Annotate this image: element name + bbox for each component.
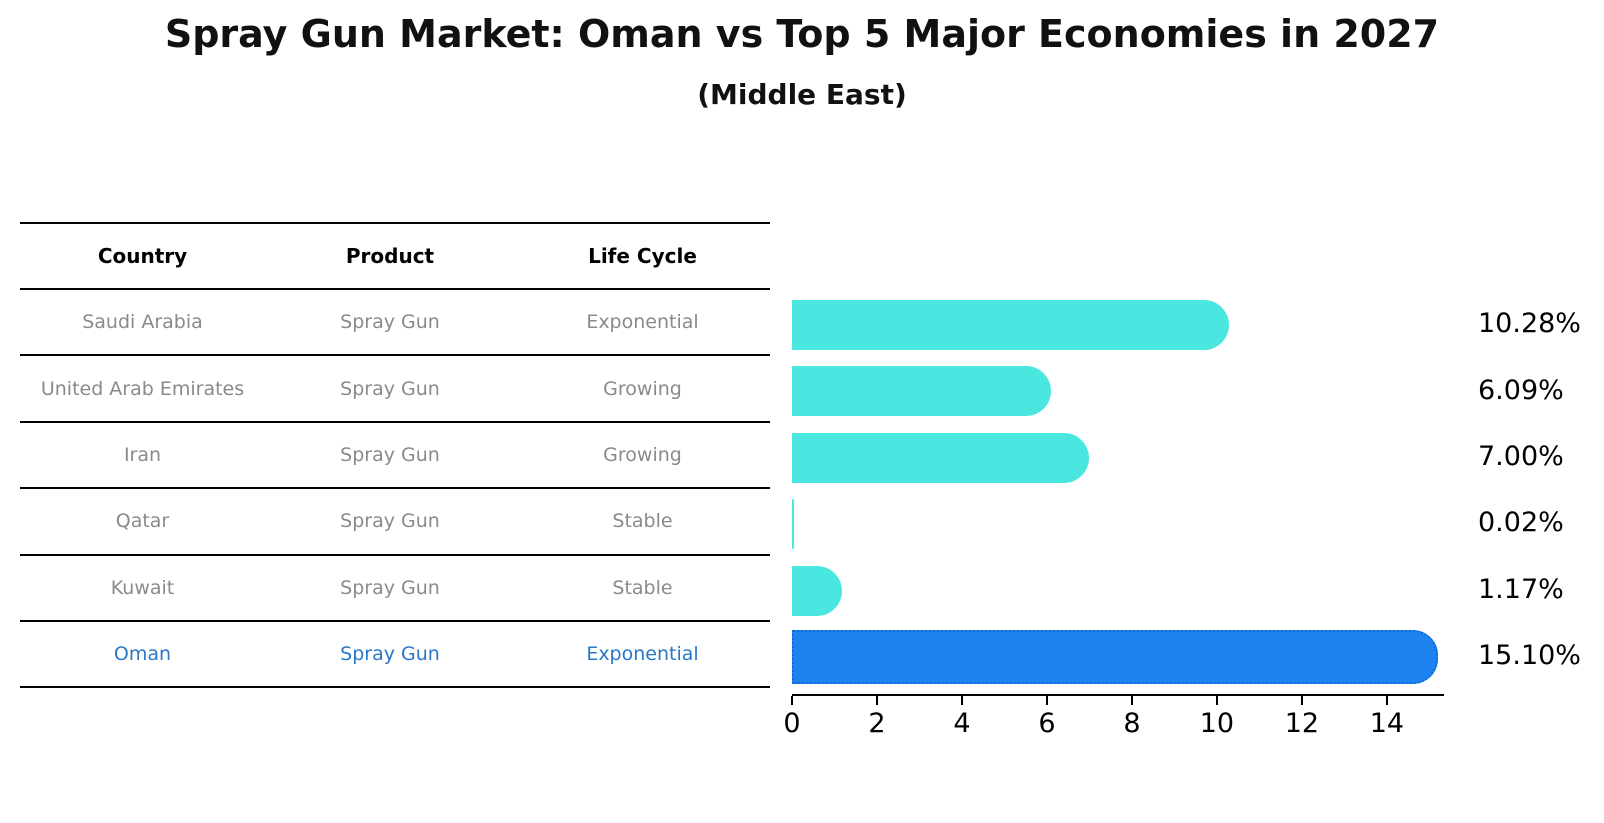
x-tick-mark [875, 696, 878, 705]
bar-row [792, 292, 1440, 358]
table-cell-life-cycle: Exponential [586, 311, 699, 334]
x-tick-mark [791, 696, 793, 705]
x-tick-label: 0 [783, 708, 801, 739]
chart-subtitle: (Middle East) [697, 78, 907, 111]
table-header-life-cycle: Life Cycle [588, 244, 697, 268]
bar-row [792, 425, 1440, 491]
table-header-country: Country [97, 244, 188, 268]
x-tick-mark [1215, 696, 1218, 705]
table-body: Saudi Arabia Spray Gun Exponential United A… [20, 290, 770, 689]
bar-value-label: 15.10% [1478, 640, 1581, 672]
bar-row [792, 358, 1440, 424]
x-tick-mark [1385, 696, 1388, 705]
bar-value-label: 0.02% [1478, 507, 1564, 539]
table-cell-country: Kuwait [110, 576, 175, 599]
chart-title: Spray Gun Market: Oman vs Top 5 Major Ec… [164, 12, 1440, 56]
x-tick-label: 4 [953, 708, 971, 739]
table-row: Kuwait Spray Gun Stable [20, 556, 770, 622]
bar-kuwait [792, 565, 842, 616]
table-row: Oman Spray Gun Exponential [20, 622, 770, 689]
table-cell-life-cycle: Growing [603, 443, 682, 466]
x-tick-label: 6 [1038, 708, 1056, 739]
x-tick-mark [960, 696, 963, 705]
bar-value-label: 1.17% [1478, 573, 1564, 605]
x-tick-mark [1300, 696, 1303, 705]
bar-row [792, 558, 1440, 624]
x-tick-label: 12 [1284, 708, 1320, 739]
table-row: Qatar Spray Gun Stable [20, 489, 770, 556]
x-tick-mark [1045, 696, 1048, 705]
table-cell-country: Saudi Arabia [82, 311, 203, 334]
x-tick-label: 8 [1123, 708, 1141, 739]
table-cell-product: Spray Gun [340, 643, 440, 666]
table-cell-product: Spray Gun [340, 377, 440, 400]
bar-plot-area [792, 292, 1440, 691]
bar-value-label: 7.00% [1478, 441, 1564, 472]
bar-oman [792, 629, 1438, 684]
bar-row [792, 624, 1440, 690]
table-cell-country: Oman [113, 643, 172, 666]
bar-iran [792, 432, 1090, 483]
bar-saudi-arabia [792, 300, 1229, 350]
table-row: Iran Spray Gun Growing [20, 423, 770, 490]
x-tick-label: 10 [1199, 708, 1235, 739]
table-cell-product: Spray Gun [340, 576, 440, 599]
table-cell-life-cycle: Exponential [586, 643, 699, 666]
table-cell-country: United Arab Emirates [40, 377, 245, 400]
x-tick-label: 2 [868, 708, 886, 739]
table-header-product: Product [345, 244, 435, 268]
table-row: Saudi Arabia Spray Gun Exponential [20, 290, 770, 357]
table-cell-product: Spray Gun [340, 311, 440, 334]
bar-value-label: 10.28% [1478, 308, 1581, 340]
table-cell-life-cycle: Growing [603, 377, 682, 400]
table-row: United Arab Emirates Spray Gun Growing [20, 356, 770, 423]
bar-row [792, 491, 1440, 557]
table-cell-life-cycle: Stable [612, 510, 673, 533]
table-cell-country: Iran [123, 443, 162, 466]
x-tick-mark [1130, 696, 1133, 705]
x-axis-line [792, 694, 1444, 696]
bar-value-label: 6.09% [1478, 374, 1564, 406]
bar-united-arab-emirates [792, 366, 1051, 417]
bar-qatar [792, 499, 794, 550]
x-tick-label: 14 [1369, 708, 1405, 739]
table-cell-country: Qatar [115, 510, 170, 533]
country-table: Country Product Life Cycle Saudi Arabia S… [20, 222, 770, 689]
table-header-row: Country Product Life Cycle [20, 224, 770, 290]
table-cell-product: Spray Gun [340, 510, 440, 533]
table-cell-life-cycle: Stable [612, 576, 673, 599]
table-cell-product: Spray Gun [340, 443, 440, 466]
